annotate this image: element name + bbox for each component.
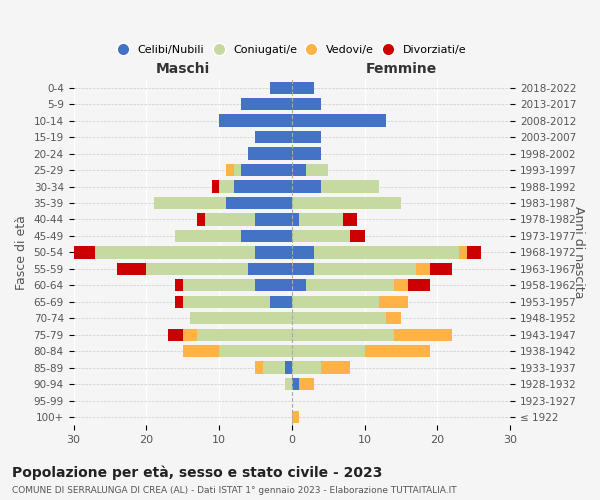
Bar [379,296,409,308]
Bar [467,246,481,258]
Bar [321,362,350,374]
Bar [365,345,430,358]
Bar [168,328,182,341]
Bar [190,312,292,324]
Bar [321,180,379,192]
Bar [284,362,292,374]
Bar [256,279,292,291]
Bar [241,98,292,110]
Bar [175,296,182,308]
Bar [292,345,365,358]
Bar [270,82,292,94]
Bar [416,262,430,275]
Bar [292,197,401,209]
Bar [292,312,386,324]
Bar [292,98,321,110]
Bar [350,230,365,242]
Bar [256,131,292,143]
Bar [219,345,292,358]
Bar [233,180,292,192]
Bar [233,164,241,176]
Bar [292,148,321,160]
Bar [182,279,256,291]
Bar [430,262,452,275]
Bar [386,312,401,324]
Bar [292,246,314,258]
Bar [256,214,292,226]
Bar [219,114,292,127]
Bar [292,114,386,127]
Bar [292,328,394,341]
Bar [459,246,467,258]
Y-axis label: Anni di nascita: Anni di nascita [572,206,585,298]
Text: Maschi: Maschi [155,62,210,76]
Bar [394,279,409,291]
Bar [263,362,284,374]
Bar [409,279,430,291]
Bar [292,164,307,176]
Bar [292,378,299,390]
Bar [95,246,256,258]
Bar [248,262,292,275]
Bar [299,378,314,390]
Bar [74,246,95,258]
Bar [226,197,292,209]
Bar [292,230,350,242]
Bar [182,328,197,341]
Bar [292,411,299,423]
Bar [241,230,292,242]
Bar [307,279,394,291]
Bar [284,378,292,390]
Bar [256,362,263,374]
Bar [146,262,248,275]
Bar [197,328,292,341]
Bar [182,296,270,308]
Bar [270,296,292,308]
Bar [212,180,219,192]
Bar [307,164,328,176]
Text: Popolazione per età, sesso e stato civile - 2023: Popolazione per età, sesso e stato civil… [12,466,382,480]
Bar [205,214,256,226]
Bar [314,246,459,258]
Bar [343,214,358,226]
Bar [117,262,146,275]
Bar [292,131,321,143]
Bar [154,197,226,209]
Bar [248,148,292,160]
Bar [256,246,292,258]
Bar [219,180,233,192]
Text: COMUNE DI SERRALUNGA DI CREA (AL) - Dati ISTAT 1° gennaio 2023 - Elaborazione TU: COMUNE DI SERRALUNGA DI CREA (AL) - Dati… [12,486,457,495]
Bar [292,214,299,226]
Bar [197,214,205,226]
Text: Femmine: Femmine [365,62,437,76]
Bar [175,279,182,291]
Bar [241,164,292,176]
Bar [314,262,416,275]
Bar [292,296,379,308]
Bar [292,279,307,291]
Bar [292,180,321,192]
Bar [182,345,219,358]
Y-axis label: Fasce di età: Fasce di età [15,215,28,290]
Bar [292,362,321,374]
Legend: Celibi/Nubili, Coniugati/e, Vedovi/e, Divorziati/e: Celibi/Nubili, Coniugati/e, Vedovi/e, Di… [113,40,471,60]
Bar [175,230,241,242]
Bar [394,328,452,341]
Bar [292,262,314,275]
Bar [299,214,343,226]
Bar [226,164,233,176]
Bar [292,82,314,94]
